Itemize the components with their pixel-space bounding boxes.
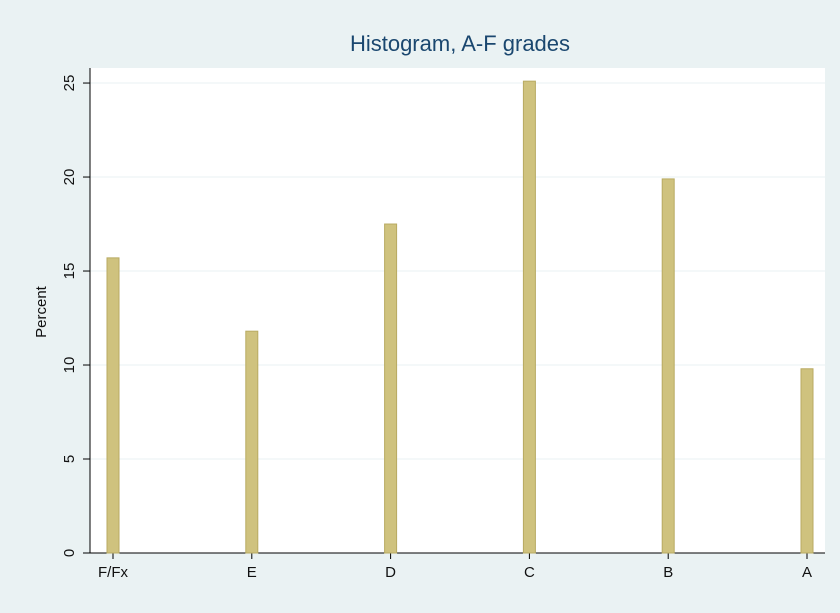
- x-tick-label: A: [802, 564, 812, 581]
- bar: [661, 178, 675, 554]
- bar: [106, 257, 120, 554]
- plot-area: [90, 68, 825, 553]
- y-tick-label: 20: [61, 169, 78, 186]
- y-axis-label: Percent: [33, 285, 50, 338]
- y-tick-label: 25: [61, 75, 78, 92]
- x-tick-label: E: [247, 564, 257, 581]
- y-tick-label: 5: [61, 455, 78, 463]
- bar: [384, 223, 398, 554]
- bar: [800, 368, 814, 554]
- y-tick-label: 0: [61, 549, 78, 557]
- y-tick-label: 15: [61, 263, 78, 280]
- bar: [522, 80, 536, 554]
- x-tick-label: B: [663, 564, 673, 581]
- bar: [245, 330, 259, 554]
- y-tick-label: 10: [61, 357, 78, 374]
- x-tick-label: C: [524, 564, 535, 581]
- x-tick-label: F/Fx: [98, 564, 128, 581]
- chart-title: Histogram, A-F grades: [350, 31, 570, 56]
- x-tick-label: D: [385, 564, 396, 581]
